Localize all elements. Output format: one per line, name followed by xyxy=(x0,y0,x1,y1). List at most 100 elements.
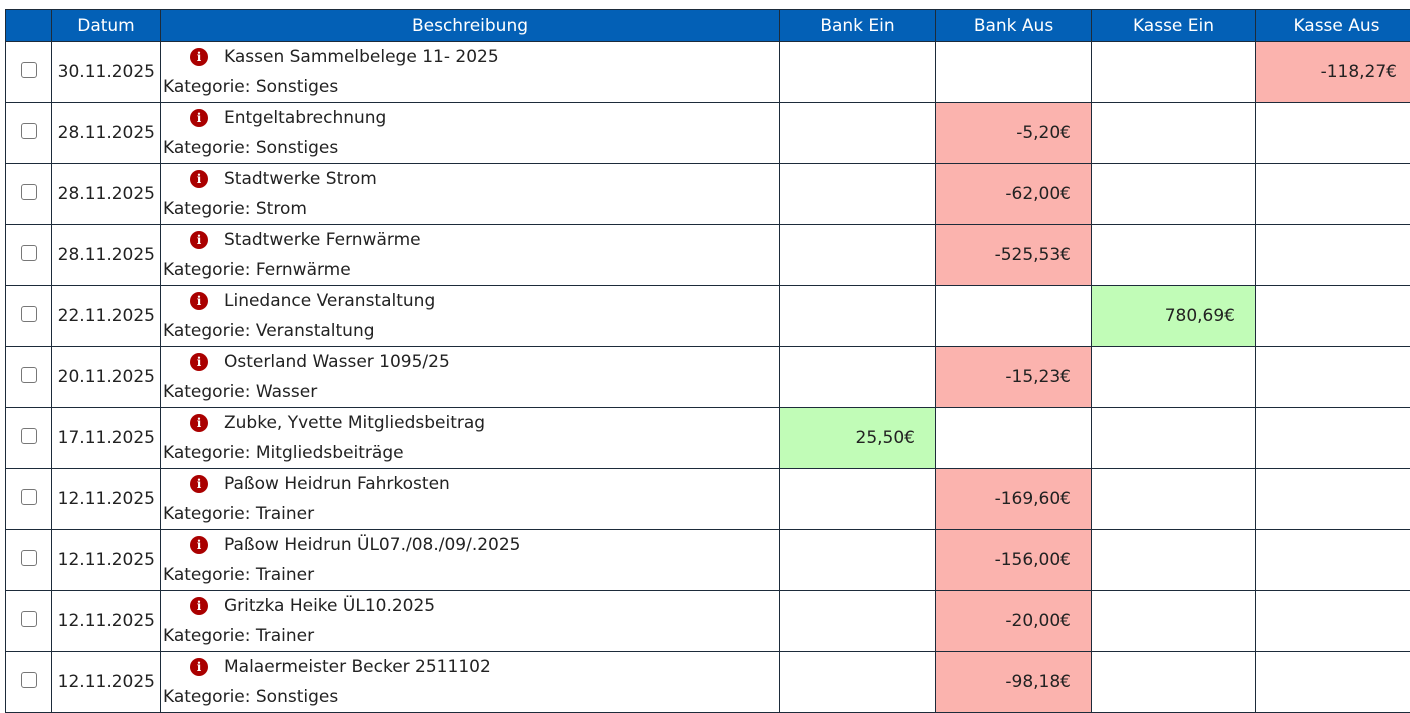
cash-out-cell xyxy=(1256,164,1410,225)
cash-in-cell xyxy=(1092,42,1256,103)
bank-out-cell xyxy=(936,408,1092,469)
info-icon[interactable]: i xyxy=(190,414,208,432)
table-row[interactable]: 17.11.2025 i Zubke, Yvette Mitgliedsbeitr… xyxy=(6,408,1410,469)
row-checkbox[interactable] xyxy=(21,672,37,688)
cash-out-cell xyxy=(1256,103,1410,164)
cash-out-cell xyxy=(1256,225,1410,286)
info-icon[interactable]: i xyxy=(190,48,208,66)
entry-title: Linedance Veranstaltung xyxy=(224,286,435,316)
select-cell xyxy=(6,408,52,469)
bank-out-cell xyxy=(936,286,1092,347)
row-checkbox[interactable] xyxy=(21,62,37,78)
category-value: Fernwärme xyxy=(256,260,351,280)
entry-title: Gritzka Heike ÜL10.2025 xyxy=(224,591,435,621)
row-checkbox[interactable] xyxy=(21,306,37,322)
date-cell: 17.11.2025 xyxy=(52,408,161,469)
category-value: Mitgliedsbeiträge xyxy=(256,443,404,463)
bank-out-cell: -62,00€ xyxy=(936,164,1092,225)
cash-in-cell: 780,69€ xyxy=(1092,286,1256,347)
select-cell xyxy=(6,42,52,103)
info-icon[interactable]: i xyxy=(190,292,208,310)
category-value: Sonstiges xyxy=(256,77,338,97)
category-prefix: Kategorie: xyxy=(163,77,256,97)
description-cell: i Paßow Heidrun ÜL07./08./09/.2025 Kategor… xyxy=(161,530,780,591)
info-icon[interactable]: i xyxy=(190,170,208,188)
category-prefix: Kategorie: xyxy=(163,504,256,524)
date-cell: 12.11.2025 xyxy=(52,652,161,713)
header-bank-out[interactable]: Bank Aus xyxy=(936,10,1092,42)
entry-title: Zubke, Yvette Mitgliedsbeitrag xyxy=(224,408,485,438)
entry-title: Malaermeister Becker 2511102 xyxy=(224,652,491,682)
select-cell xyxy=(6,347,52,408)
row-checkbox[interactable] xyxy=(21,428,37,444)
category-prefix: Kategorie: xyxy=(163,565,256,585)
cash-in-cell xyxy=(1092,225,1256,286)
select-cell xyxy=(6,469,52,530)
header-date[interactable]: Datum xyxy=(52,10,161,42)
info-icon[interactable]: i xyxy=(190,231,208,249)
row-checkbox[interactable] xyxy=(21,245,37,261)
select-cell xyxy=(6,652,52,713)
table-row[interactable]: 12.11.2025 i Malaermeister Becker 2511102… xyxy=(6,652,1410,713)
row-checkbox[interactable] xyxy=(21,550,37,566)
info-icon[interactable]: i xyxy=(190,475,208,493)
row-checkbox[interactable] xyxy=(21,123,37,139)
bank-in-cell xyxy=(780,469,936,530)
bank-in-cell xyxy=(780,591,936,652)
select-cell xyxy=(6,225,52,286)
cash-in-cell xyxy=(1092,347,1256,408)
bank-in-cell xyxy=(780,652,936,713)
row-checkbox[interactable] xyxy=(21,489,37,505)
entry-title: Paßow Heidrun ÜL07./08./09/.2025 xyxy=(224,530,521,560)
entry-title: Stadtwerke Fernwärme xyxy=(224,225,421,255)
category-prefix: Kategorie: xyxy=(163,260,256,280)
bank-in-cell xyxy=(780,347,936,408)
select-cell xyxy=(6,103,52,164)
date-cell: 30.11.2025 xyxy=(52,42,161,103)
cash-in-cell xyxy=(1092,652,1256,713)
row-checkbox[interactable] xyxy=(21,184,37,200)
category-value: Sonstiges xyxy=(256,138,338,158)
table-row[interactable]: 30.11.2025 i Kassen Sammelbelege 11- 2025… xyxy=(6,42,1410,103)
header-cash-out[interactable]: Kasse Aus xyxy=(1256,10,1410,42)
cash-in-cell xyxy=(1092,530,1256,591)
cash-out-cell xyxy=(1256,347,1410,408)
row-checkbox[interactable] xyxy=(21,367,37,383)
info-icon[interactable]: i xyxy=(190,658,208,676)
cash-out-cell xyxy=(1256,530,1410,591)
header-description[interactable]: Beschreibung xyxy=(161,10,780,42)
header-bank-in[interactable]: Bank Ein xyxy=(780,10,936,42)
bank-in-cell xyxy=(780,530,936,591)
bank-out-cell: -156,00€ xyxy=(936,530,1092,591)
bank-in-cell xyxy=(780,286,936,347)
category-value: Trainer xyxy=(256,565,314,585)
cash-out-cell xyxy=(1256,408,1410,469)
bank-in-cell xyxy=(780,225,936,286)
bank-out-cell: -169,60€ xyxy=(936,469,1092,530)
info-icon[interactable]: i xyxy=(190,597,208,615)
date-cell: 20.11.2025 xyxy=(52,347,161,408)
category-prefix: Kategorie: xyxy=(163,443,256,463)
info-icon[interactable]: i xyxy=(190,536,208,554)
info-icon[interactable]: i xyxy=(190,353,208,371)
category-value: Strom xyxy=(256,199,307,219)
bank-out-cell: -15,23€ xyxy=(936,347,1092,408)
cash-out-cell xyxy=(1256,652,1410,713)
entry-title: Kassen Sammelbelege 11- 2025 xyxy=(224,42,499,72)
category-value: Trainer xyxy=(256,504,314,524)
row-checkbox[interactable] xyxy=(21,611,37,627)
info-icon[interactable]: i xyxy=(190,109,208,127)
header-cash-in[interactable]: Kasse Ein xyxy=(1092,10,1256,42)
date-cell: 12.11.2025 xyxy=(52,469,161,530)
